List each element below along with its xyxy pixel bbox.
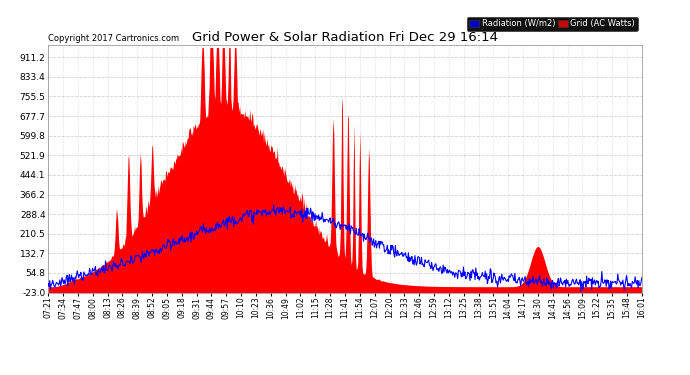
Legend: Radiation (W/m2), Grid (AC Watts): Radiation (W/m2), Grid (AC Watts) <box>466 17 638 31</box>
Text: Copyright 2017 Cartronics.com: Copyright 2017 Cartronics.com <box>48 33 179 42</box>
Title: Grid Power & Solar Radiation Fri Dec 29 16:14: Grid Power & Solar Radiation Fri Dec 29 … <box>192 31 498 44</box>
